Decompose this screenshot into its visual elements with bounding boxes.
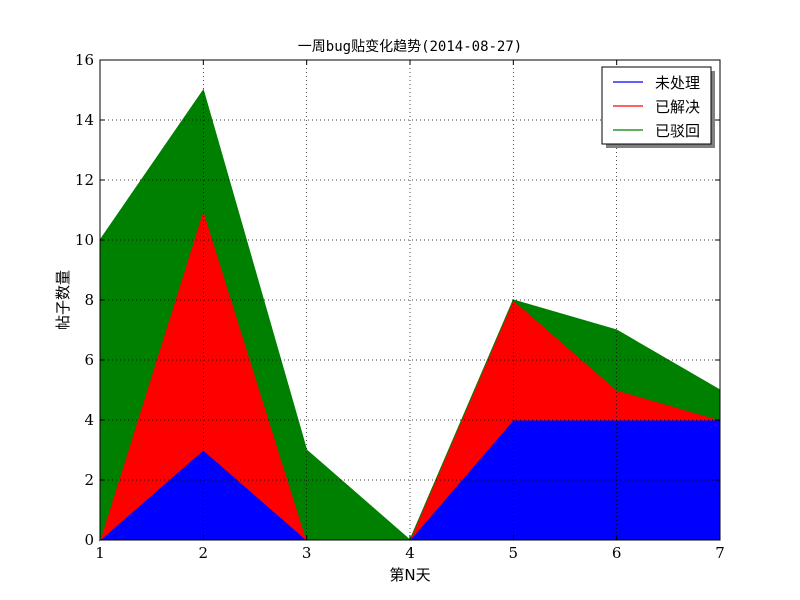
legend-label-1: 未处理 bbox=[655, 74, 700, 92]
x-axis-label: 第N天 bbox=[389, 566, 430, 584]
x-tick-label-6: 7 bbox=[715, 544, 725, 562]
x-tick-label-2: 3 bbox=[302, 544, 312, 562]
chart-title: 一周bug贴变化趋势(2014-08-27) bbox=[298, 39, 522, 55]
x-tick-label-5: 6 bbox=[612, 544, 622, 562]
y-tick-label-4: 8 bbox=[84, 291, 94, 309]
x-tick-label-3: 4 bbox=[405, 544, 415, 562]
y-tick-label-2: 4 bbox=[84, 411, 94, 429]
y-tick-label-5: 10 bbox=[75, 231, 94, 249]
y-tick-label-8: 16 bbox=[75, 51, 94, 69]
x-tick-label-0: 1 bbox=[95, 544, 105, 562]
legend-label-3: 已驳回 bbox=[655, 122, 700, 140]
x-tick-label-4: 5 bbox=[509, 544, 519, 562]
y-axis-label: 帖子数量 bbox=[54, 270, 72, 330]
y-tick-label-0: 0 bbox=[84, 531, 94, 549]
legend-label-2: 已解决 bbox=[655, 98, 700, 116]
y-tick-label-7: 14 bbox=[75, 111, 94, 129]
y-tick-label-3: 6 bbox=[84, 351, 94, 369]
y-tick-label-1: 2 bbox=[84, 471, 94, 489]
x-tick-label-1: 2 bbox=[199, 544, 209, 562]
y-tick-label-6: 12 bbox=[75, 171, 94, 189]
